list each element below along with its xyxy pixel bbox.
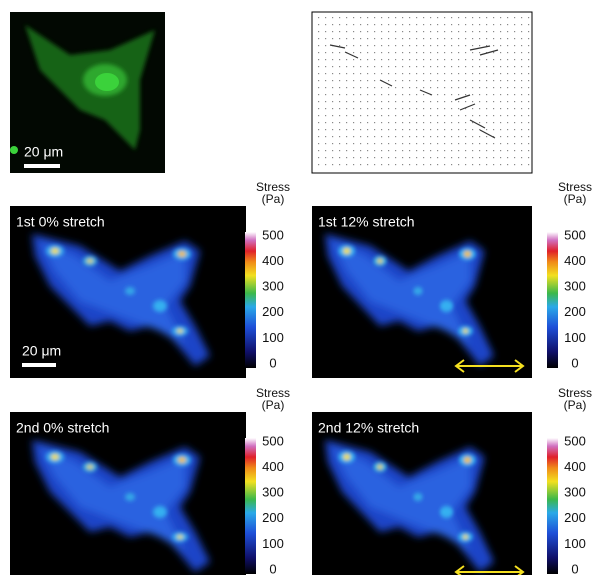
panel-label: 1st 12% stretch — [318, 214, 415, 230]
colorbar-tick-label: 0 — [571, 561, 578, 575]
colorbar — [547, 232, 558, 368]
scale-bar-label: 20 μm — [22, 343, 61, 359]
colorbar-unit: (Pa) — [262, 192, 285, 206]
colorbar-tick-label: 500 — [262, 433, 284, 448]
figure: 20 μm 1st 0% stretch 20 μm 1st 12% stretch… — [0, 0, 601, 575]
colorbar-tick-label: 200 — [564, 304, 586, 319]
colorbar-tick-label: 0 — [269, 561, 276, 575]
colorbar-unit: (Pa) — [564, 398, 587, 412]
colorbar-tick-label: 300 — [262, 485, 284, 500]
colorbar-tick-label: 300 — [262, 279, 284, 294]
colorbar-tick-label: 0 — [269, 355, 276, 370]
colorbar-tick-label: 400 — [564, 459, 586, 474]
colorbar-tick-label: 300 — [564, 279, 586, 294]
panel-label: 1st 0% stretch — [16, 214, 105, 230]
colorbar-tick-label: 200 — [262, 510, 284, 525]
colorbar — [547, 438, 558, 574]
colorbar-unit: (Pa) — [564, 192, 587, 206]
colorbar-tick-label: 300 — [564, 485, 586, 500]
colorbar-tick-label: 200 — [564, 510, 586, 525]
colorbar — [245, 232, 256, 368]
colorbar-tick-label: 100 — [564, 536, 586, 551]
colorbar-tick-label: 100 — [262, 330, 284, 345]
colorbar-tick-label: 500 — [262, 227, 284, 242]
colorbar-tick-label: 400 — [262, 253, 284, 268]
heatmap-panel: 1st 12% stretch — [312, 206, 532, 378]
heatmap-panel: 1st 0% stretch 20 μm — [10, 206, 246, 378]
colorbar-unit: (Pa) — [262, 398, 285, 412]
vector-field — [312, 12, 532, 173]
colorbar-tick-label: 100 — [262, 536, 284, 551]
colorbar-tick-label: 0 — [571, 355, 578, 370]
heatmap-panel: 2nd 12% stretch — [312, 412, 532, 575]
heatmap-panel: 2nd 0% stretch — [10, 412, 246, 575]
cell-image: 20 μm — [10, 12, 165, 173]
colorbar-tick-label: 400 — [262, 459, 284, 474]
scale-bar — [22, 363, 56, 367]
colorbar-tick-label: 500 — [564, 433, 586, 448]
scale-bar-label: 20 μm — [24, 144, 63, 160]
colorbar-tick-label: 400 — [564, 253, 586, 268]
panel-label: 2nd 12% stretch — [318, 420, 419, 436]
colorbar-tick-label: 200 — [262, 304, 284, 319]
colorbar-tick-label: 500 — [564, 227, 586, 242]
colorbar — [245, 438, 256, 574]
panel-label: 2nd 0% stretch — [16, 420, 109, 436]
colorbar-tick-label: 100 — [564, 330, 586, 345]
